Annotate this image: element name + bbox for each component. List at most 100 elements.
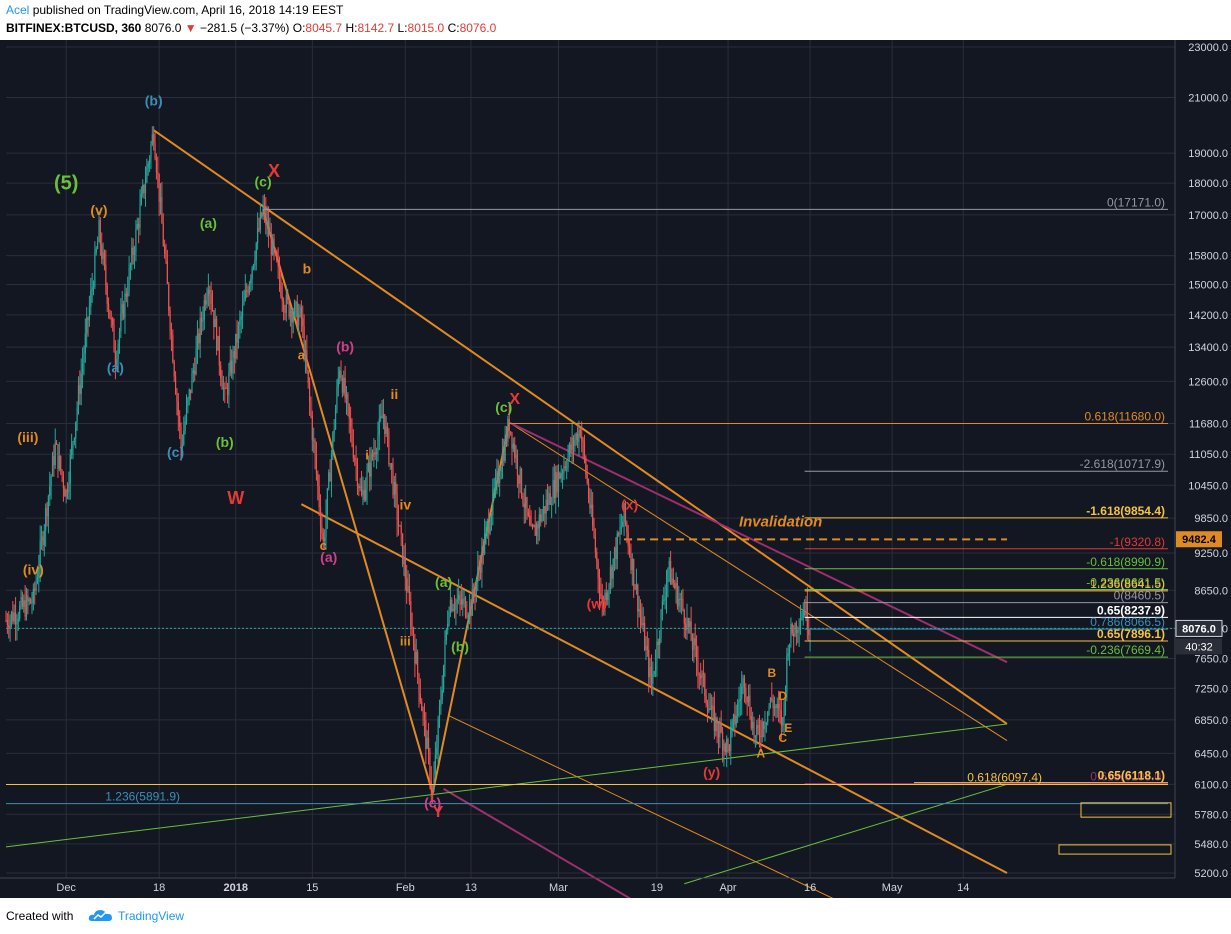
candle-body [717,731,720,738]
candle-body [120,313,122,332]
candle-body [489,526,491,534]
candle-body [392,468,394,496]
candle-body [339,370,341,378]
mid-channel-line [508,422,1008,741]
candle-body [116,359,118,365]
tradingview-link[interactable]: TradingView [118,909,185,923]
candle-body [55,442,58,445]
candle-body [291,311,293,323]
candle-body [512,443,514,449]
fib-level-label: 0.65(8237.9) [1097,603,1165,617]
candle-body [630,553,632,571]
candle-body [47,496,49,517]
candle-body [266,220,268,225]
candle-body [500,471,502,479]
candle-body [555,472,557,498]
candle-body [232,351,234,374]
lower-channel-line [300,503,1008,874]
candle-body [805,601,807,615]
candle-body [155,158,158,173]
candle-body [570,444,572,451]
wave-label: (w) [587,596,607,612]
candle-body [184,421,186,431]
candles [5,126,811,804]
candle-body [631,558,633,571]
candle-body [540,514,542,522]
candle-body [463,597,465,600]
candle-body [727,739,729,746]
candle-body [378,418,380,436]
price-tick-label: 8650.0 [1194,585,1228,597]
candle-body [481,546,483,573]
price-axis[interactable]: 23000.0 21000.0 19000.0 18000.0 17000.0 15800… [1174,40,1231,898]
candle-body [510,431,512,433]
candle-body [262,205,264,217]
candle-body [571,437,573,451]
target-box-2 [1058,844,1172,855]
wave-label: X [268,161,280,181]
close-value: 8076.0 [459,21,497,35]
candle-body [473,589,475,594]
candle-body [702,672,705,675]
time-tick-label: 19 [651,882,663,894]
candle-body [94,252,96,287]
candle-body [194,370,196,375]
candle-body [71,444,73,455]
candle-body [732,714,735,722]
candle-body [151,134,153,145]
candle-body [129,264,132,268]
candle-body [150,144,152,160]
candle-body [177,401,179,417]
candle-body [544,506,546,514]
candle-body [143,184,145,193]
close-label: C: [447,21,460,35]
candle-body [486,521,488,527]
candle-body [384,414,386,434]
candle-body [209,289,211,294]
author-link[interactable]: Acel [6,3,30,17]
low-value: 8015.0 [407,21,445,35]
candle-body [477,566,479,581]
tradingview-cloud-icon[interactable] [88,907,114,925]
candle-body [221,378,223,390]
candle-body [310,401,312,416]
fib-level-label: 0.618(6108.0) [1090,770,1165,784]
candle-body [436,748,438,755]
candle-body [771,698,773,700]
time-axis[interactable]: Dec 18 2018 15 Feb 13 Mar 19 Apr 16 May 14 [0,877,1175,894]
candle-body [501,452,504,472]
candle-body [306,350,308,371]
candle-body [548,493,550,505]
price-chart[interactable]: 0(17171.0) 0.618(11680.0) -2.618(10717.9) -… [0,40,1231,898]
candle-body [432,788,434,791]
candle-body [552,479,554,504]
candle-body [612,558,614,579]
candle-body [288,299,290,317]
candle-body [453,609,456,611]
candle-body [128,267,130,292]
candle-body [661,600,663,610]
candle-body [102,252,104,259]
candle-body [704,674,706,697]
candle-body [243,299,245,305]
candle-body [546,499,549,505]
candle-body [639,608,642,617]
candle-body [133,252,136,256]
candle-body [705,696,707,704]
candle-body [654,663,657,671]
candle-body [83,353,85,364]
candle-body [79,385,81,394]
candle-body [581,436,583,441]
candle-body [676,582,679,607]
price-tick-label: 6100.0 [1194,779,1228,791]
candle-body [685,623,687,631]
candle-body [488,521,490,534]
candle-body [136,224,138,229]
candle-body [373,452,375,457]
candle-body [478,566,480,568]
candle-body [619,527,621,535]
candle-body [28,599,30,602]
candle-body [101,244,103,259]
fib-level-label: -0.236(8661.5) [1086,576,1165,590]
candle-body [611,567,613,579]
